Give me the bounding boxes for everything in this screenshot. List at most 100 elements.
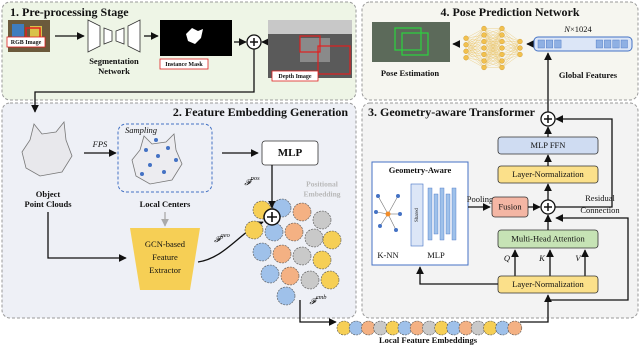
nn-edge	[465, 47, 485, 58]
feature-cell	[546, 39, 553, 49]
knn-edge	[377, 195, 389, 215]
embedding	[244, 220, 264, 240]
nn-node	[481, 38, 487, 45]
nn-node	[499, 38, 505, 45]
nn-edge	[501, 41, 521, 62]
embedding	[292, 246, 312, 266]
add-op-sign	[544, 203, 552, 211]
photo-object	[30, 26, 42, 38]
embedding	[260, 264, 280, 284]
embedding	[284, 222, 304, 242]
pose-box	[394, 27, 422, 51]
embedding	[264, 222, 284, 242]
nn-edge	[483, 28, 503, 36]
nn-node	[499, 51, 505, 58]
knn-edge	[387, 195, 399, 215]
mlp-bar	[439, 187, 445, 241]
mlp-bar	[433, 193, 439, 235]
depth-label: Depth Image	[278, 74, 312, 80]
embedding	[422, 320, 437, 336]
nn-edge	[465, 34, 485, 58]
fps-label: FPS	[92, 139, 108, 149]
nn-edge	[501, 41, 521, 49]
arrow	[31, 49, 255, 113]
arrow	[520, 294, 552, 323]
nn-node	[499, 32, 505, 38]
feature-cell	[595, 39, 603, 49]
center-point	[144, 148, 148, 152]
symbol: 𝓕	[244, 177, 254, 187]
symbol: 𝓕	[309, 296, 319, 306]
panel-title: 3. Geometry-aware Transformer	[368, 105, 536, 119]
shared-mlp	[410, 183, 424, 247]
nn-node	[481, 32, 487, 38]
embedding	[397, 320, 413, 336]
nn-node	[481, 51, 487, 58]
feature-cells	[537, 39, 628, 49]
center-point	[156, 154, 160, 158]
nn-edge	[483, 34, 503, 68]
mlp-bar	[427, 187, 433, 241]
layer-norm-label: Layer-Normalization	[512, 169, 584, 179]
nn-edge	[483, 41, 503, 68]
nn-edge	[483, 54, 503, 68]
knn-point	[374, 210, 378, 214]
attention-label: Multi-Head Attention	[511, 233, 585, 243]
embedding	[336, 320, 352, 336]
mask-label: Instance Mask	[165, 62, 203, 68]
arrow	[47, 212, 127, 262]
positional-label: Positional	[306, 180, 338, 189]
nn-edge	[483, 28, 503, 55]
gcn-label: GCN-based	[145, 239, 186, 249]
layer-norm-label: Layer-Normalization	[512, 279, 584, 289]
pose-label: Pose Estimation	[381, 68, 440, 78]
nn-node	[463, 35, 469, 41]
nn-edge	[483, 47, 503, 68]
mlp-bars	[427, 187, 457, 241]
object-label: Object	[36, 189, 61, 199]
knn-point	[376, 194, 380, 198]
dim-symbol: N	[563, 24, 571, 34]
f-geo: 𝓕geo	[214, 232, 230, 243]
geometry-aware-label: Geometry-Aware	[389, 165, 452, 175]
embedding	[280, 266, 300, 286]
arrow	[416, 266, 498, 285]
point-cloud	[131, 133, 183, 185]
nn-node	[481, 58, 487, 64]
knn-center	[385, 211, 391, 217]
nn-node	[481, 45, 487, 51]
nn-edge	[501, 54, 521, 68]
embedding	[322, 230, 342, 250]
arrow	[555, 115, 613, 208]
embedding	[507, 320, 523, 336]
mlp-label: MLP	[278, 147, 303, 159]
knn-point	[378, 224, 382, 228]
embedding	[312, 210, 332, 230]
feature-cell	[537, 39, 545, 49]
embedding-row	[336, 320, 523, 336]
nn-edge	[501, 41, 521, 55]
nn-edge	[465, 28, 485, 58]
object-label: Point Clouds	[25, 199, 73, 209]
q-label: Q	[504, 253, 510, 263]
panel-title: 4. Pose Prediction Network	[440, 5, 579, 19]
embedding	[292, 202, 312, 222]
nn-node	[517, 45, 523, 51]
mask-blob	[186, 28, 203, 44]
nn-edge	[465, 41, 485, 58]
label-box	[159, 58, 209, 70]
mlp-label: MLP	[427, 250, 445, 260]
arrow	[299, 300, 337, 326]
segmentation-network-shape	[87, 19, 141, 53]
nn-edge	[501, 34, 521, 42]
nn-edge	[483, 28, 503, 42]
detection-box	[317, 45, 351, 75]
sampling-label: Sampling	[125, 125, 157, 135]
k-label: K	[538, 253, 546, 263]
feature-cell	[554, 39, 562, 49]
depth-region	[300, 38, 330, 62]
feature-cell	[612, 39, 620, 49]
embedding	[483, 320, 498, 336]
embedding	[385, 320, 401, 336]
